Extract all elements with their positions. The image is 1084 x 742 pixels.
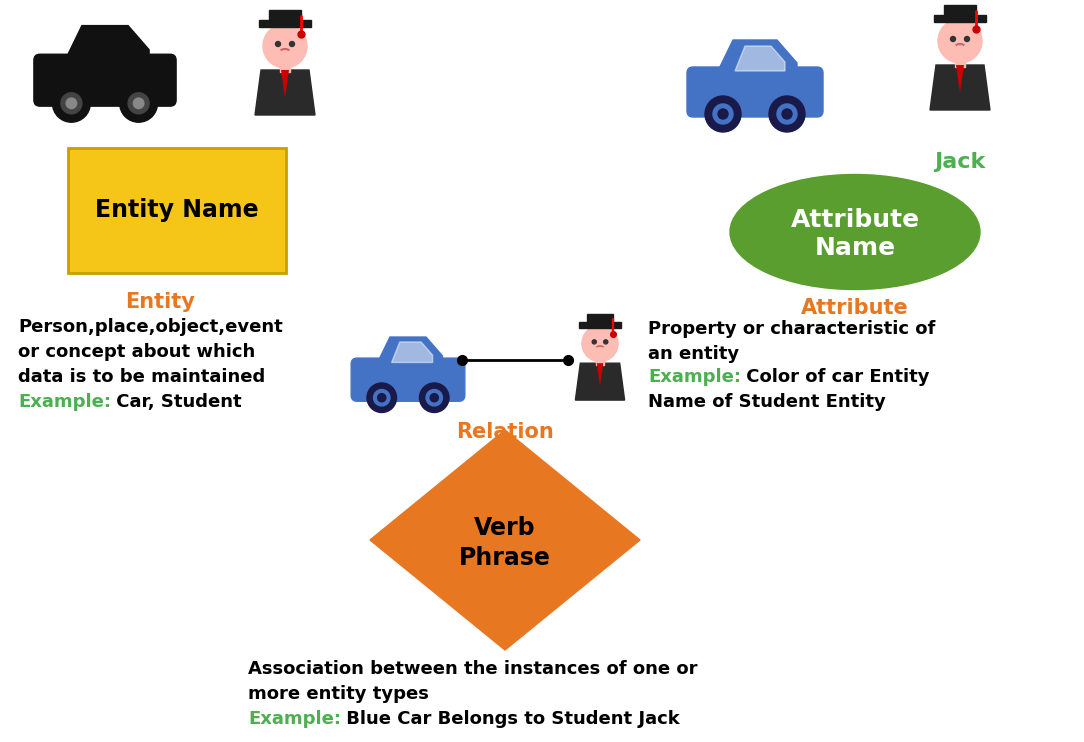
FancyBboxPatch shape (280, 60, 291, 72)
Polygon shape (717, 40, 797, 73)
Circle shape (938, 19, 982, 63)
Circle shape (965, 36, 969, 42)
Circle shape (582, 326, 618, 361)
Text: Name of Student Entity: Name of Student Entity (648, 393, 886, 411)
Circle shape (777, 104, 797, 124)
Circle shape (289, 42, 295, 47)
Circle shape (592, 340, 596, 344)
Text: an entity: an entity (648, 345, 739, 363)
Circle shape (133, 98, 144, 108)
FancyBboxPatch shape (351, 358, 465, 401)
Polygon shape (377, 337, 442, 364)
FancyBboxPatch shape (934, 15, 986, 22)
Ellipse shape (730, 174, 980, 289)
Text: more entity types: more entity types (248, 685, 429, 703)
Text: Blue Car Belongs to Student Jack: Blue Car Belongs to Student Jack (340, 710, 680, 728)
Circle shape (604, 340, 608, 344)
Circle shape (275, 42, 281, 47)
Text: Color of car Entity: Color of car Entity (740, 368, 929, 386)
Polygon shape (956, 65, 964, 93)
FancyBboxPatch shape (269, 10, 301, 22)
Polygon shape (65, 26, 150, 60)
Text: Attribute: Attribute (801, 298, 908, 318)
Polygon shape (370, 430, 640, 650)
Circle shape (128, 93, 150, 114)
Polygon shape (255, 70, 315, 115)
FancyBboxPatch shape (259, 20, 311, 27)
Circle shape (426, 390, 442, 406)
Polygon shape (930, 65, 990, 110)
Text: Entity: Entity (125, 292, 195, 312)
FancyBboxPatch shape (579, 322, 621, 328)
Text: Attribute: Attribute (790, 208, 919, 232)
FancyBboxPatch shape (687, 67, 823, 117)
Circle shape (66, 98, 77, 108)
Circle shape (263, 24, 307, 68)
FancyBboxPatch shape (596, 355, 604, 365)
Text: Jack: Jack (934, 152, 985, 172)
FancyBboxPatch shape (955, 55, 965, 67)
Circle shape (61, 93, 82, 114)
Text: Example:: Example: (248, 710, 341, 728)
FancyBboxPatch shape (944, 5, 976, 17)
Circle shape (782, 109, 792, 119)
Circle shape (52, 85, 90, 122)
Circle shape (705, 96, 741, 132)
Circle shape (951, 36, 955, 42)
Text: Relation: Relation (456, 422, 554, 442)
Text: or concept about which: or concept about which (18, 343, 255, 361)
Circle shape (718, 109, 728, 119)
Polygon shape (391, 342, 433, 362)
Text: Entity Name: Entity Name (95, 198, 259, 222)
Text: Name: Name (814, 236, 895, 260)
Text: Property or characteristic of: Property or characteristic of (648, 320, 935, 338)
Circle shape (769, 96, 805, 132)
Polygon shape (596, 363, 604, 386)
FancyBboxPatch shape (34, 54, 176, 106)
Text: Example:: Example: (648, 368, 741, 386)
Text: Person,place,object,event: Person,place,object,event (18, 318, 283, 336)
Polygon shape (576, 363, 624, 400)
Circle shape (367, 383, 397, 413)
Circle shape (420, 383, 449, 413)
FancyBboxPatch shape (68, 148, 286, 273)
Text: Car, Student: Car, Student (109, 393, 242, 411)
Circle shape (119, 85, 157, 122)
Text: data is to be maintained: data is to be maintained (18, 368, 266, 386)
Circle shape (713, 104, 733, 124)
FancyBboxPatch shape (586, 314, 614, 324)
Text: Verb: Verb (474, 516, 535, 540)
Text: Phrase: Phrase (459, 546, 551, 570)
Polygon shape (281, 70, 289, 98)
Text: Association between the instances of one or: Association between the instances of one… (248, 660, 697, 678)
Circle shape (430, 393, 438, 402)
Circle shape (377, 393, 386, 402)
Circle shape (374, 390, 390, 406)
Polygon shape (735, 46, 785, 71)
Text: Example:: Example: (18, 393, 111, 411)
